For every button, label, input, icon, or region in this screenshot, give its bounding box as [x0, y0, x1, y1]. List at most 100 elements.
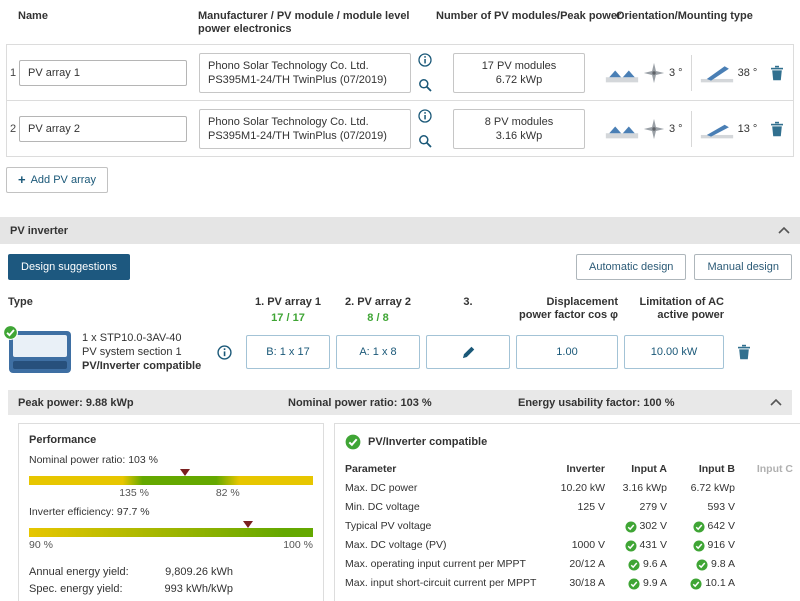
efficiency-gauge — [29, 528, 313, 537]
add-pv-array-label: Add PV array — [31, 174, 96, 186]
search-icon[interactable] — [416, 132, 434, 150]
chevron-up-icon[interactable] — [770, 399, 782, 406]
automatic-design-button[interactable]: Automatic design — [576, 254, 686, 280]
col-header-name: Name — [18, 10, 198, 23]
row-index: 2 — [7, 123, 19, 135]
tilt-value: 38 ° — [738, 67, 758, 79]
tilt-value: 13 ° — [738, 123, 758, 135]
energy-usability-summary: Energy usability factor: 100 % — [518, 397, 770, 409]
compatibility-table-header: Parameter Inverter Input A Input B Input… — [345, 460, 793, 479]
azimuth-value: 3 ° — [669, 123, 683, 135]
check-icon — [693, 521, 705, 533]
check-icon — [3, 325, 18, 340]
table-row: Max. DC power 10.20 kW 3.16 kWp 6.72 kWp — [345, 479, 793, 498]
flat-roof-mounting-icon[interactable] — [605, 60, 639, 86]
pv-array-table-header: Name Manufacturer / PV module / module l… — [6, 8, 794, 44]
nominal-power-ratio-summary: Nominal power ratio: 103 % — [288, 397, 518, 409]
ac-limit-box[interactable]: 10.00 kW — [624, 335, 724, 369]
trash-icon[interactable] — [768, 63, 786, 83]
check-icon — [696, 559, 708, 571]
row-index: 1 — [7, 67, 19, 79]
section-title: PV inverter — [10, 225, 68, 237]
module-count: 17 PV modules — [458, 59, 580, 73]
performance-title: Performance — [29, 434, 313, 446]
col-header-array2: 2. PV array 2 — [336, 296, 420, 309]
input-b-config-box[interactable]: B: 1 x 17 — [246, 335, 330, 369]
manufacturer-label: Phono Solar Technology Co. Ltd. — [208, 115, 402, 129]
input-a-config-box[interactable]: A: 1 x 8 — [336, 335, 420, 369]
npr-bound-high: 135 % — [119, 487, 149, 499]
check-icon — [693, 540, 705, 552]
inverter-model: 1 x STP10.0-3AV-40 — [82, 331, 201, 345]
design-suggestions-button[interactable]: Design suggestions — [8, 254, 130, 280]
table-row: Max. operating input current per MPPT 20… — [345, 555, 793, 574]
search-icon[interactable] — [416, 76, 434, 94]
tilted-roof-mounting-icon[interactable] — [700, 60, 734, 86]
table-row: Min. DC voltage 125 V 279 V 593 V — [345, 498, 793, 517]
trash-icon[interactable] — [735, 342, 753, 362]
table-row: Max. input short-circuit current per MPP… — [345, 574, 793, 593]
divider — [691, 55, 692, 91]
table-row: Typical PV voltage 302 V 642 V — [345, 517, 793, 536]
performance-panel: Performance Nominal power ratio: 103 % 1… — [18, 423, 324, 601]
module-select[interactable]: Phono Solar Technology Co. Ltd. PS395M1-… — [199, 109, 411, 149]
pv-array-section: Name Manufacturer / PV module / module l… — [0, 0, 800, 217]
array1-module-count: 17 / 17 — [246, 312, 330, 324]
col-header-type: Type — [8, 296, 240, 309]
manufacturer-label: Phono Solar Technology Co. Ltd. — [208, 59, 402, 73]
inverter-image — [8, 330, 72, 374]
module-count: 8 PV modules — [458, 115, 580, 129]
pv-array-rows: 1 Phono Solar Technology Co. Ltd. PS395M… — [6, 44, 794, 157]
col-header-modules: Number of PV modules/Peak power — [436, 10, 600, 23]
edit-config-box[interactable] — [426, 335, 510, 369]
info-icon[interactable] — [416, 107, 434, 125]
pv-inverter-content: Design suggestions Automatic design Manu… — [0, 244, 800, 601]
check-icon — [628, 578, 640, 590]
col-header-orientation: Orientation/Mounting type — [600, 10, 767, 23]
efficiency-max: 100 % — [283, 539, 313, 551]
check-icon — [690, 578, 702, 590]
array-name-input[interactable] — [19, 60, 187, 86]
summary-bar[interactable]: Peak power: 9.88 kWp Nominal power ratio… — [8, 390, 792, 415]
manual-design-button[interactable]: Manual design — [694, 254, 792, 280]
check-icon — [625, 521, 637, 533]
list-item: Spec. energy yield: 993 kWh/kWp — [29, 581, 233, 598]
col-header-array1: 1. PV array 1 — [246, 296, 330, 309]
table-row: Max. DC voltage (PV) 1000 V 431 V 916 V — [345, 536, 793, 555]
array-name-input[interactable] — [19, 116, 187, 142]
npr-bound-low: 82 % — [216, 487, 240, 499]
pv-inverter-section-header[interactable]: PV inverter — [0, 217, 800, 244]
check-icon — [345, 434, 361, 450]
npr-marker — [180, 469, 190, 476]
pencil-icon — [462, 346, 475, 359]
trash-icon[interactable] — [768, 119, 786, 139]
efficiency-gauge-label: Inverter efficiency: 97.7 % — [29, 506, 313, 518]
peak-power-summary: Peak power: 9.88 kWp — [18, 397, 288, 409]
npr-gauge-label: Nominal power ratio: 103 % — [29, 454, 313, 466]
array2-module-count: 8 / 8 — [336, 312, 420, 324]
col-header-3: 3. — [426, 296, 510, 309]
table-row: 1 Phono Solar Technology Co. Ltd. PS395M… — [6, 45, 794, 101]
flat-roof-mounting-icon[interactable] — [605, 116, 639, 142]
azimuth-value: 3 ° — [669, 67, 683, 79]
check-icon — [628, 559, 640, 571]
module-count-box[interactable]: 17 PV modules 6.72 kWp — [453, 53, 585, 93]
info-icon[interactable] — [215, 343, 234, 362]
inverter-table-header: Type 1. PV array 1 17 / 17 2. PV array 2… — [8, 296, 792, 324]
efficiency-marker — [243, 521, 253, 528]
cos-phi-box[interactable]: 1.00 — [516, 335, 618, 369]
compatibility-panel: PV/Inverter compatible Parameter Inverte… — [334, 423, 800, 601]
chevron-up-icon[interactable] — [778, 227, 790, 234]
performance-stats: Annual energy yield: 9,809.26 kWh Spec. … — [29, 564, 233, 601]
info-icon[interactable] — [416, 51, 434, 69]
module-select[interactable]: Phono Solar Technology Co. Ltd. PS395M1-… — [199, 53, 411, 93]
module-label: PS395M1-24/TH TwinPlus (07/2019) — [208, 73, 402, 87]
module-count-box[interactable]: 8 PV modules 3.16 kWp — [453, 109, 585, 149]
compatibility-table: Parameter Inverter Input A Input B Input… — [345, 460, 793, 593]
tilted-roof-mounting-icon[interactable] — [700, 116, 734, 142]
compass-icon — [643, 62, 665, 84]
list-item: Annual energy yield: 9,809.26 kWh — [29, 564, 233, 581]
module-label: PS395M1-24/TH TwinPlus (07/2019) — [208, 129, 402, 143]
compass-icon — [643, 118, 665, 140]
add-pv-array-button[interactable]: + Add PV array — [6, 167, 108, 193]
